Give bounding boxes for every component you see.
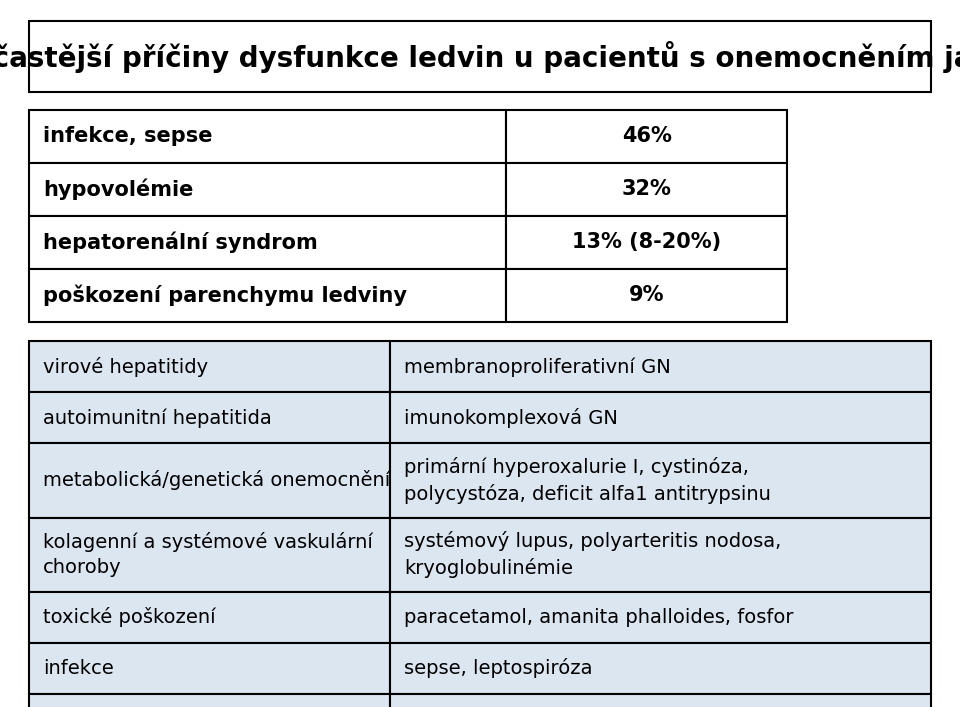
FancyBboxPatch shape — [390, 643, 931, 694]
Text: kolagenní a systémové vaskulární
choroby: kolagenní a systémové vaskulární choroby — [43, 532, 373, 577]
Text: infekce: infekce — [43, 659, 114, 677]
FancyBboxPatch shape — [29, 341, 390, 392]
FancyBboxPatch shape — [390, 694, 931, 707]
Text: sepse, leptospiróza: sepse, leptospiróza — [404, 658, 592, 678]
Text: autoimunitní hepatitida: autoimunitní hepatitida — [43, 408, 272, 428]
FancyBboxPatch shape — [29, 643, 390, 694]
FancyBboxPatch shape — [29, 443, 390, 518]
FancyBboxPatch shape — [29, 592, 390, 643]
FancyBboxPatch shape — [29, 269, 506, 322]
Text: systémový lupus, polyarteritis nodosa,
kryoglobulinémie: systémový lupus, polyarteritis nodosa, k… — [404, 532, 781, 578]
FancyBboxPatch shape — [390, 341, 931, 392]
Text: 13% (8-20%): 13% (8-20%) — [572, 232, 721, 252]
FancyBboxPatch shape — [29, 110, 506, 163]
Text: 46%: 46% — [622, 126, 672, 146]
Text: membranoproliferativní GN: membranoproliferativní GN — [404, 357, 671, 377]
Text: toxické poškození: toxické poškození — [43, 607, 216, 627]
FancyBboxPatch shape — [506, 269, 787, 322]
FancyBboxPatch shape — [506, 110, 787, 163]
Text: hepatorenální syndrom: hepatorenální syndrom — [43, 231, 318, 253]
Text: hypovolémie: hypovolémie — [43, 178, 194, 200]
Text: 32%: 32% — [622, 179, 672, 199]
FancyBboxPatch shape — [390, 518, 931, 592]
Text: 9%: 9% — [629, 285, 664, 305]
FancyBboxPatch shape — [29, 518, 390, 592]
Text: imunokomplexová GN: imunokomplexová GN — [404, 408, 618, 428]
Text: Nejčastější příčiny dysfunkce ledvin u pacientů s onemocněním jater: Nejčastější příčiny dysfunkce ledvin u p… — [0, 40, 960, 73]
FancyBboxPatch shape — [506, 163, 787, 216]
Text: virové hepatitidy: virové hepatitidy — [43, 357, 208, 377]
FancyBboxPatch shape — [390, 443, 931, 518]
FancyBboxPatch shape — [29, 216, 506, 269]
FancyBboxPatch shape — [29, 163, 506, 216]
FancyBboxPatch shape — [29, 392, 390, 443]
Text: infekce, sepse: infekce, sepse — [43, 126, 213, 146]
Text: metabolická/genetická onemocnění: metabolická/genetická onemocnění — [43, 470, 391, 491]
FancyBboxPatch shape — [506, 216, 787, 269]
FancyBboxPatch shape — [29, 694, 390, 707]
FancyBboxPatch shape — [29, 21, 931, 92]
Text: poškození parenchymu ledviny: poškození parenchymu ledviny — [43, 284, 407, 306]
Text: paracetamol, amanita phalloides, fosfor: paracetamol, amanita phalloides, fosfor — [404, 608, 794, 626]
FancyBboxPatch shape — [390, 592, 931, 643]
FancyBboxPatch shape — [390, 392, 931, 443]
Text: primární hyperoxalurie I, cystinóza,
polycystóza, deficit alfa1 antitrypsinu: primární hyperoxalurie I, cystinóza, pol… — [404, 457, 771, 503]
